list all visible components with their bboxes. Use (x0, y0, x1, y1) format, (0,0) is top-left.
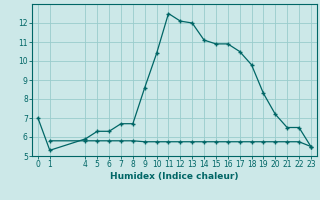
X-axis label: Humidex (Indice chaleur): Humidex (Indice chaleur) (110, 172, 239, 181)
